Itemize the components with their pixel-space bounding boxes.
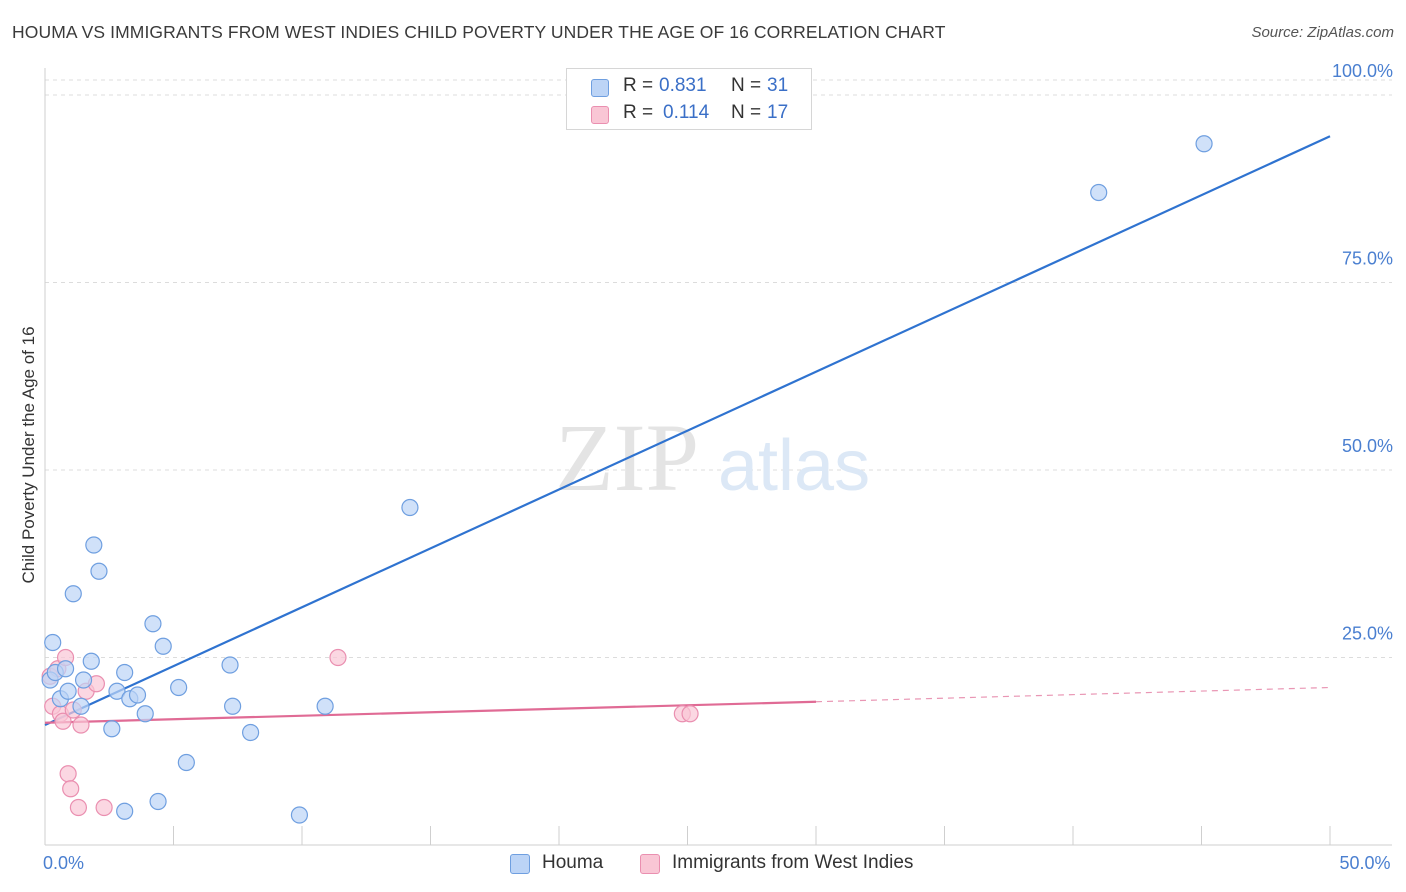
y-tick-label: 100.0% xyxy=(1332,61,1393,81)
houma-point xyxy=(224,697,242,715)
source-label: Source: ZipAtlas.com xyxy=(1251,24,1394,41)
legend-item-houma: Houma xyxy=(510,852,620,878)
west-indies-legend-swatch xyxy=(640,854,660,874)
houma-point xyxy=(1195,135,1213,153)
west-indies-point xyxy=(95,798,113,817)
houma-point xyxy=(85,536,103,554)
houma-point xyxy=(74,671,93,689)
houma-point xyxy=(401,498,419,517)
houma-point xyxy=(103,720,121,738)
west-indies-trend-line xyxy=(44,700,817,724)
r-value: 0.114 xyxy=(663,102,710,123)
houma-legend-label: Houma xyxy=(542,852,604,873)
houma-point xyxy=(1090,183,1108,202)
houma-point xyxy=(154,637,172,655)
houma-point xyxy=(90,562,108,580)
houma-point xyxy=(242,723,260,742)
west-indies-point xyxy=(59,765,77,783)
houma-point xyxy=(116,802,134,820)
houma-point xyxy=(59,682,77,700)
west-indies-point xyxy=(72,716,90,734)
n-value: 31 xyxy=(767,75,789,96)
grid-layer xyxy=(45,79,1392,658)
west-indies-point xyxy=(54,712,72,730)
west-indies-point xyxy=(681,705,699,723)
axes-layer xyxy=(44,68,1392,846)
correlation-legend: R = 0.831 N = 31 R = 0.114 N = 17 xyxy=(566,68,812,130)
houma-point xyxy=(72,697,90,715)
n-label: N = xyxy=(731,102,762,123)
houma-point xyxy=(82,652,100,670)
y-tick-label: 25.0% xyxy=(1342,624,1393,644)
west-indies-trend-extension xyxy=(815,686,1331,703)
houma-point xyxy=(149,792,167,811)
houma-point xyxy=(144,615,162,633)
houma-point xyxy=(56,660,75,678)
houma-swatch xyxy=(591,79,609,97)
r-value: 0.831 xyxy=(659,75,707,96)
houma-point xyxy=(64,585,82,603)
houma-point xyxy=(177,753,195,772)
houma-point xyxy=(128,686,147,704)
tick-labels: 25.0% 50.0% 75.0% 100.0% 0.0% 50.0% xyxy=(43,61,1393,873)
houma-point xyxy=(170,678,188,697)
west-indies-point xyxy=(329,648,347,667)
houma-point xyxy=(108,682,126,700)
houma-point xyxy=(221,656,239,674)
points-layer xyxy=(41,135,1213,824)
x-tick-label: 0.0% xyxy=(43,853,84,873)
watermark-atlas: atlas xyxy=(718,426,870,506)
trend-layer xyxy=(44,135,1331,727)
y-tick-label: 75.0% xyxy=(1342,249,1393,269)
n-value: 17 xyxy=(767,102,789,123)
y-axis-label: Child Poverty Under the Age of 16 xyxy=(19,326,38,583)
chart-title: HOUMA VS IMMIGRANTS FROM WEST INDIES CHI… xyxy=(12,22,946,42)
houma-point xyxy=(136,705,154,723)
houma-trend-line xyxy=(44,135,1331,727)
y-tick-label: 50.0% xyxy=(1342,436,1393,456)
west-indies-swatch xyxy=(591,106,609,124)
west-indies-point xyxy=(69,798,88,817)
houma-legend-swatch xyxy=(510,854,530,874)
west-indies-point xyxy=(62,780,80,798)
n-label: N = xyxy=(731,75,762,96)
west-indies-legend-label: Immigrants from West Indies xyxy=(672,852,914,873)
r-label: R = xyxy=(623,102,654,123)
x-tick-label: 50.0% xyxy=(1339,853,1390,873)
houma-point xyxy=(316,697,334,715)
houma-point xyxy=(116,663,134,682)
r-label: R = xyxy=(623,75,654,96)
houma-point xyxy=(290,806,309,824)
houma-point xyxy=(44,633,62,652)
legend-item-west-indies: Immigrants from West Indies xyxy=(640,852,960,878)
